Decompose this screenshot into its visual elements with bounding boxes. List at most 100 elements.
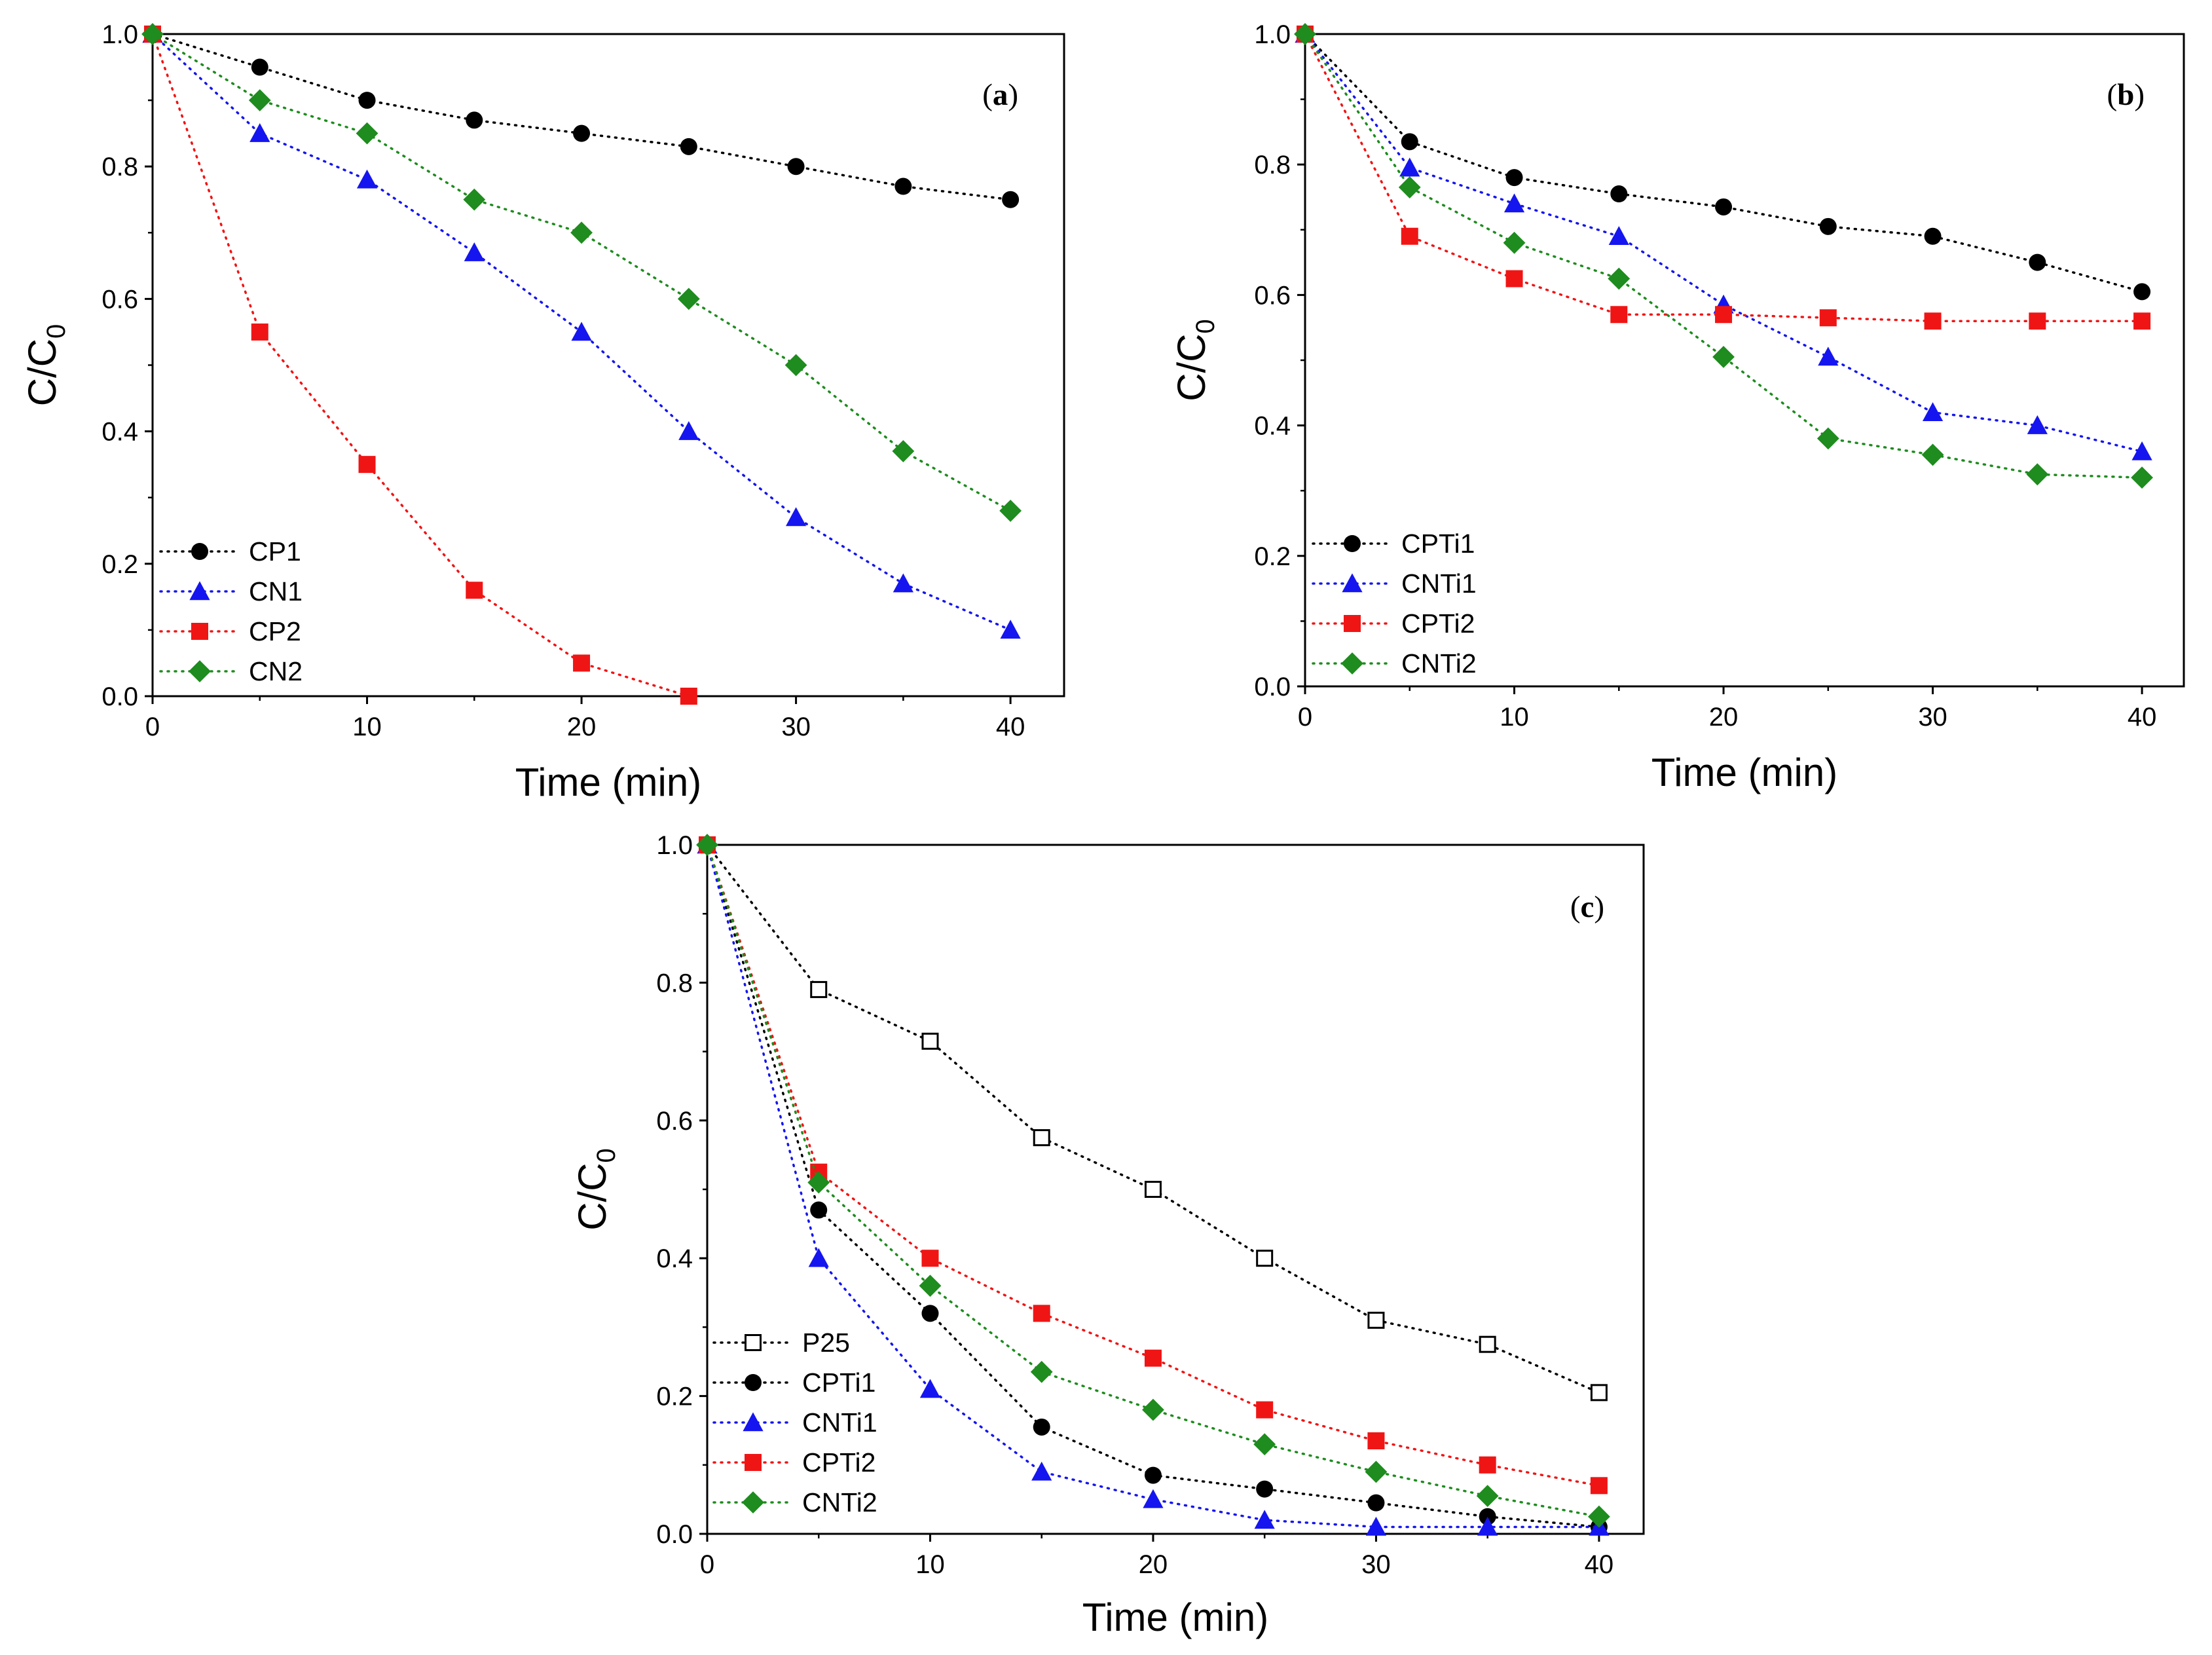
legend-marker <box>745 1334 762 1351</box>
data-point <box>696 834 718 856</box>
data-point <box>249 123 270 142</box>
data-point <box>2133 283 2151 301</box>
y-tick-label: 0.4 <box>101 418 138 447</box>
data-point <box>1254 1510 1275 1529</box>
data-point <box>678 421 699 440</box>
legend-label: P25 <box>802 1328 850 1358</box>
series-line <box>1304 33 2143 479</box>
panel-tag: (b) <box>2107 78 2145 112</box>
x-tick-label: 40 <box>996 713 1025 741</box>
x-axis-title: Time (min) <box>1082 1595 1268 1639</box>
data-point <box>894 177 912 195</box>
data-point <box>1715 306 1733 324</box>
data-point <box>1922 402 1944 421</box>
series-line <box>151 33 690 697</box>
data-point <box>2029 253 2046 271</box>
x-tick-label: 0 <box>700 1550 714 1579</box>
data-point <box>466 111 483 129</box>
legend-marker <box>745 1454 762 1471</box>
data-point <box>1505 270 1523 288</box>
data-point <box>1365 1460 1388 1483</box>
data-point <box>1144 1181 1162 1198</box>
data-point <box>1367 1432 1385 1449</box>
y-tick-label: 0.8 <box>101 153 138 181</box>
legend-marker <box>743 1412 764 1432</box>
legend-marker <box>1341 652 1363 675</box>
data-point <box>1002 191 1020 208</box>
data-point <box>1715 198 1733 215</box>
x-tick-label: 0 <box>1298 703 1312 732</box>
data-point <box>1000 620 1021 639</box>
legend-label: CNTi1 <box>802 1407 877 1438</box>
data-point <box>1476 1485 1499 1508</box>
legend-marker <box>1344 615 1361 632</box>
x-tick-label: 30 <box>1361 1550 1391 1579</box>
series-CN2 <box>141 23 1022 522</box>
data-point <box>892 440 915 462</box>
y-axis-title-main: C/C <box>20 339 64 406</box>
data-point <box>1479 1456 1496 1474</box>
data-point <box>1590 1384 1608 1402</box>
legend-marker <box>1342 573 1363 593</box>
legend-marker <box>191 623 208 640</box>
legend-marker <box>189 660 211 682</box>
data-point <box>2131 441 2152 460</box>
data-point <box>1479 1335 1496 1353</box>
legend-label: CP1 <box>249 536 301 567</box>
x-tick-label: 20 <box>1709 703 1739 732</box>
y-tick-label: 0.0 <box>656 1520 693 1549</box>
data-point <box>1608 267 1631 290</box>
legend-marker <box>189 581 210 601</box>
data-point <box>1144 1466 1162 1484</box>
data-point <box>919 1274 942 1297</box>
data-point <box>1365 1516 1387 1536</box>
data-point <box>1503 231 1526 254</box>
legend-marker <box>191 543 208 560</box>
y-axis-title-subscript: 0 <box>592 1148 621 1162</box>
data-point <box>2133 312 2151 330</box>
legend-label: CNTi2 <box>1401 648 1477 679</box>
data-point <box>573 654 591 672</box>
x-tick-label: 10 <box>915 1550 945 1579</box>
data-point <box>1256 1480 1274 1498</box>
data-point <box>680 688 697 705</box>
data-point <box>919 1379 941 1398</box>
chart-panel-b: 0 10 20 30 40 0.0 0.2 0.4 0.6 0.8 1.0 Time (min) C/C… <box>1170 20 2185 794</box>
y-tick-label: 0.0 <box>101 682 138 711</box>
legend-label: CPTi1 <box>1401 529 1475 559</box>
x-axis-title: Time (min) <box>515 760 701 804</box>
data-point <box>893 573 913 593</box>
data-point <box>573 124 591 142</box>
chart-panel-c: 0 10 20 30 40 0.0 0.2 0.4 0.6 0.8 1.0 Time (min) C/C… <box>570 831 1645 1639</box>
y-tick-label: 0.4 <box>1254 412 1291 441</box>
data-point <box>1398 176 1421 198</box>
y-axis-title: C/C0 <box>570 1148 621 1231</box>
legend: CPTi1 CNTi1 CPTi2 CNTi2 <box>1312 529 1477 679</box>
data-point <box>570 221 593 244</box>
series-line <box>1304 33 2143 453</box>
data-point <box>1030 1360 1053 1383</box>
y-tick-label: 1.0 <box>1254 20 1291 49</box>
data-point <box>1816 427 1839 450</box>
series-CNTi2 <box>1294 23 2153 489</box>
data-point <box>1818 346 1839 366</box>
series-CPTi1 <box>1297 26 2151 301</box>
legend-label: CPTi2 <box>1401 608 1475 639</box>
series-line <box>151 33 1012 512</box>
data-point <box>1819 309 1837 327</box>
y-axis-title: C/C0 <box>1170 319 1220 401</box>
y-axis-title-main: C/C <box>1170 333 1213 401</box>
data-point <box>1401 227 1418 245</box>
data-point <box>807 1171 830 1194</box>
y-tick-label: 1.0 <box>101 20 138 49</box>
data-point <box>1144 1349 1162 1367</box>
series-CP2 <box>144 26 697 705</box>
y-tick-label: 1.0 <box>656 831 693 860</box>
data-point <box>251 323 268 341</box>
legend-marker <box>745 1374 762 1391</box>
chart-panel-a: 0 10 20 30 40 0.0 0.2 0.4 0.6 0.8 1.0 Time (min) C/C… <box>20 20 1065 804</box>
data-point <box>251 58 268 76</box>
legend-label: CNTi2 <box>802 1487 877 1517</box>
y-tick-label: 0.2 <box>1254 542 1291 571</box>
